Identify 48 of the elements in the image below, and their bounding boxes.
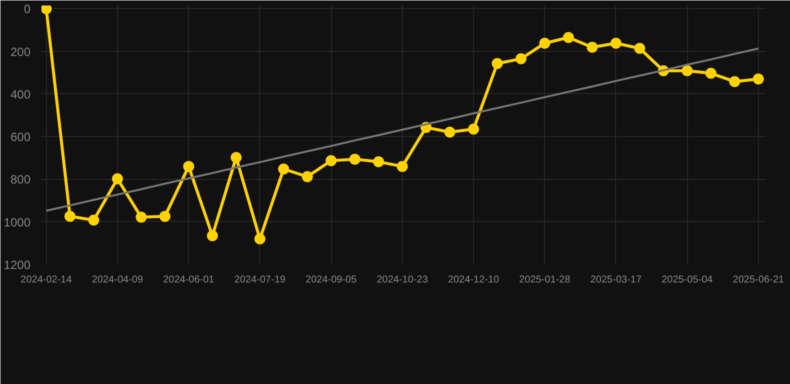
point bbox=[610, 38, 622, 49]
x-tick-label: 2024-10-23 bbox=[376, 274, 428, 286]
y-tick-label: 1000 bbox=[4, 215, 31, 230]
point bbox=[586, 42, 598, 53]
point bbox=[349, 154, 360, 165]
point bbox=[88, 214, 100, 226]
point bbox=[634, 42, 646, 54]
point bbox=[42, 6, 52, 14]
point bbox=[729, 76, 740, 88]
point bbox=[206, 230, 218, 242]
y-tick-label: 400 bbox=[10, 87, 31, 102]
x-tick-label: 2024-06-01 bbox=[163, 274, 215, 286]
x-tick-label: 2024-02-14 bbox=[20, 274, 72, 286]
point bbox=[396, 160, 408, 172]
point bbox=[230, 152, 242, 163]
point bbox=[112, 173, 123, 184]
x-tick-label: 2024-04-09 bbox=[92, 274, 144, 286]
x-tick-label: 2024-12-10 bbox=[448, 274, 500, 286]
x-tick-label: 2025-01-28 bbox=[519, 274, 571, 286]
point bbox=[64, 210, 76, 222]
point bbox=[373, 156, 384, 168]
y-tick-label: 1200 bbox=[4, 258, 31, 272]
point bbox=[326, 155, 337, 166]
x-tick-label: 2025-03-17 bbox=[590, 274, 642, 286]
point bbox=[682, 65, 693, 76]
y-tick-label: 0 bbox=[24, 2, 31, 16]
point bbox=[492, 58, 503, 69]
x-tick-label: 2025-05-04 bbox=[662, 274, 714, 286]
point bbox=[254, 233, 266, 244]
y-tick-label: 600 bbox=[10, 130, 31, 144]
y-tick-label: 200 bbox=[10, 44, 31, 59]
point bbox=[136, 212, 147, 223]
point bbox=[278, 164, 290, 174]
y-tick-label: 800 bbox=[10, 172, 31, 187]
point bbox=[705, 68, 716, 79]
point bbox=[159, 210, 170, 222]
point bbox=[562, 32, 574, 43]
point bbox=[516, 53, 526, 64]
point bbox=[752, 74, 764, 85]
point bbox=[468, 124, 480, 135]
point bbox=[539, 38, 550, 49]
x-tick-label: 2025-06-21 bbox=[732, 274, 784, 286]
point bbox=[444, 126, 456, 138]
line-series bbox=[45, 48, 760, 212]
point bbox=[302, 171, 313, 182]
x-tick-label: 2024-07-19 bbox=[234, 274, 286, 286]
point bbox=[183, 160, 194, 172]
x-tick-label: 2024-09-05 bbox=[306, 274, 358, 286]
